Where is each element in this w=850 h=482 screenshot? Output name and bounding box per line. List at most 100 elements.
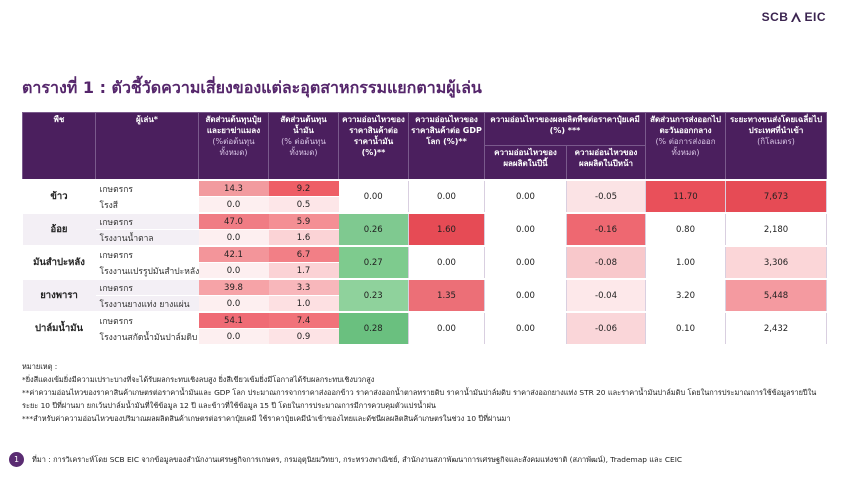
header-text: ผู้เล่น* [136,115,158,124]
oil-cost-cell: 5.9 [268,212,339,230]
metric-cell: 2,432 [725,311,828,345]
header-text: พืช [53,115,65,124]
table-row: ข้าว เกษตรกร 14.3 9.2 0.00 0.00 0.00 -0.05 11.70… [22,179,828,214]
metric-cell: 0.00 [484,245,567,280]
header-text: สัดส่วนต้นทุนน้ำมัน [280,115,327,135]
fertilizer-cell: 0.0 [198,196,269,214]
table-row: ยางพารา เกษตรกร 39.8 3.3 0.23 1.35 0.00 -0.04 3.… [22,278,828,313]
player-cell: เกษตรกร [95,311,199,329]
header-cell: ผู้เล่น* [95,112,199,181]
metric-cell: 1.60 [408,212,485,247]
oil-cost-cell: 1.6 [268,229,339,247]
oil-cost-cell: 1.7 [268,262,339,280]
header-cell: ระยะทางขนส่งโดยเฉลี่ยไปประเทศที่นำเข้า (ก… [725,112,828,181]
metric-cell: 0.00 [484,278,567,313]
header-unit: (%ต่อต้นทุนทั้งหมด) [212,137,255,157]
table-row: โรงงานสกัดน้ำมันปาล์มดิบ 0.0 0.9 [23,328,827,345]
metric-cell: 0.26 [338,212,409,247]
fertilizer-cell: 0.0 [198,295,269,313]
metric-cell: -0.06 [566,311,647,345]
header-text: สัดส่วนต้นทุนปุ๋ยและยาฆ่าแมลง [205,115,262,135]
metric-cell: 0.00 [338,179,409,214]
player-cell: โรงงานยางแท่ง ยางแผ่น [95,295,199,313]
header-cell: สัดส่วนต้นทุนน้ำมัน (% ต่อต้นทุนทั้งหมด) [268,112,339,181]
player-cell: โรงสี [95,196,199,214]
note: *ยิ่งสีแดงเข้มยิ่งมีความเปราะบางที่จะได้… [22,375,375,384]
metric-cell: 0.27 [338,245,409,280]
table-row: มันสำปะหลัง เกษตรกร 42.1 6.7 0.27 0.00 0.00 -0.… [22,245,828,280]
header-row: ความอ่อนไหวของผลผลิตในปีนี้ ความอ่อนไหวขอ… [23,145,827,181]
logo: SCB EIC [762,10,826,24]
metric-cell: 0.00 [408,311,485,345]
metric-cell: 0.00 [484,179,567,214]
header-cell: สัดส่วนต้นทุนปุ๋ยและยาฆ่าแมลง (%ต่อต้นทุน… [198,112,269,181]
metric-cell: 0.00 [484,212,567,247]
metric-cell: -0.08 [566,245,647,280]
title: ตารางที่ 1 : ตัวชี้วัดความเสี่ยงของแต่ละ… [22,78,482,97]
fertilizer-cell: 14.3 [198,179,269,197]
fertilizer-cell: 47.0 [198,212,269,230]
metric-cell: 5,448 [725,278,828,313]
oil-cost-cell: 9.2 [268,179,339,197]
header-cell: ความอ่อนไหวของราคาสินค้าต่อราคาน้ำมัน (%… [338,112,409,181]
player-cell: เกษตรกร [95,278,199,296]
metric-cell: 0.28 [338,311,409,345]
note: ***สำหรับค่าความอ่อนไหวของปริมาณผลผลิตสิ… [22,414,511,423]
player-cell: โรงงานน้ำตาล [95,229,199,247]
header-unit: (% ต่อต้นทุนทั้งหมด) [281,137,326,157]
oil-cost-cell: 6.7 [268,245,339,263]
metric-cell: -0.16 [566,212,647,247]
source: 1 ที่มา : การวิเคราะห์โดย SCB EIC จากข้อ… [9,452,682,467]
player-cell: โรงงานแปรรูปมันสำปะหลัง [95,262,199,280]
header-text: ความอ่อนไหวของผลผลิตพืชต่อราคาปุ๋ยเคมี (… [490,115,640,135]
header-text: ระยะทางขนส่งโดยเฉลี่ยไปประเทศที่นำเข้า [730,115,823,135]
metric-cell: 0.00 [408,179,485,214]
header-row: พืช ผู้เล่น* สัดส่วนต้นทุนปุ๋ยและยาฆ่าแมลง… [22,111,828,181]
oil-cost-cell: 7.4 [268,311,339,329]
metric-cell: 0.00 [484,311,567,345]
header-unit: (% ต่อการส่งออกทั้งหมด) [655,137,716,157]
metric-cell: 0.10 [645,311,727,345]
header-cell: สัดส่วนการส่งออกไปตะวันออกกลาง (% ต่อการส… [645,112,727,181]
header-text: ความอ่อนไหวของราคาสินค้าต่อ GDP โลก (%)*… [411,115,482,146]
oil-cost-cell: 0.5 [268,196,339,214]
crop-cell: ปาล์มน้ำมัน [22,311,96,345]
metric-cell: 0.23 [338,278,409,313]
table-row: โรงงานน้ำตาล 0.0 1.6 [23,229,827,247]
metric-cell: 2,180 [725,212,828,247]
crop-cell: ยางพารา [22,278,96,313]
risk-table: พืช ผู้เล่น* สัดส่วนต้นทุนปุ๋ยและยาฆ่าแมลง… [22,111,828,345]
metric-cell: 0.80 [645,212,727,247]
table-row: ปาล์มน้ำมัน เกษตรกร 54.1 7.4 0.28 0.00 0.00 -0.… [22,311,828,345]
metric-cell: 11.70 [645,179,727,214]
fertilizer-cell: 0.0 [198,262,269,280]
metric-cell: 1.35 [408,278,485,313]
oil-cost-cell: 0.9 [268,328,339,345]
header-text: สัดส่วนการส่งออกไปตะวันออกกลาง [650,115,721,135]
source-number: 1 [9,452,24,467]
subheader-cell: ความอ่อนไหวของผลผลิตในปีหน้า [565,145,647,181]
oil-cost-cell: 1.0 [268,295,339,313]
fertilizer-cell: 0.0 [198,328,269,345]
fertilizer-cell: 39.8 [198,278,269,296]
header-text: ความอ่อนไหวของราคาสินค้าต่อราคาน้ำมัน (%… [342,115,405,157]
notes: หมายเหตุ : *ยิ่งสีแดงเข้มยิ่งมีความเปราะ… [22,360,828,425]
table-row: โรงงานแปรรูปมันสำปะหลัง 0.0 1.7 [23,262,827,280]
metric-cell: 1.00 [645,245,727,280]
metric-cell: 7,673 [725,179,828,214]
metric-cell: -0.05 [566,179,647,214]
metric-cell: 0.00 [408,245,485,280]
crop-cell: อ้อย [22,212,96,247]
logo-text: SCB [761,10,789,24]
table-head: พืช ผู้เล่น* สัดส่วนต้นทุนปุ๋ยและยาฆ่าแมลง… [22,111,828,181]
metric-cell: 3,306 [725,245,828,280]
player-cell: เกษตรกร [95,179,199,197]
crop-cell: ข้าว [22,179,96,214]
metric-cell: 3.20 [645,278,727,313]
header-cell: พืช [22,112,96,181]
logo-text: EIC [804,10,826,24]
player-cell: เกษตรกร [95,245,199,263]
player-cell: โรงงานสกัดน้ำมันปาล์มดิบ [95,328,199,345]
table-body: ข้าว เกษตรกร 14.3 9.2 0.00 0.00 0.00 -0.05 11.70… [22,179,828,345]
note: **ค่าความอ่อนไหวของราคาสินค้าเกษตรต่อราค… [22,388,817,410]
